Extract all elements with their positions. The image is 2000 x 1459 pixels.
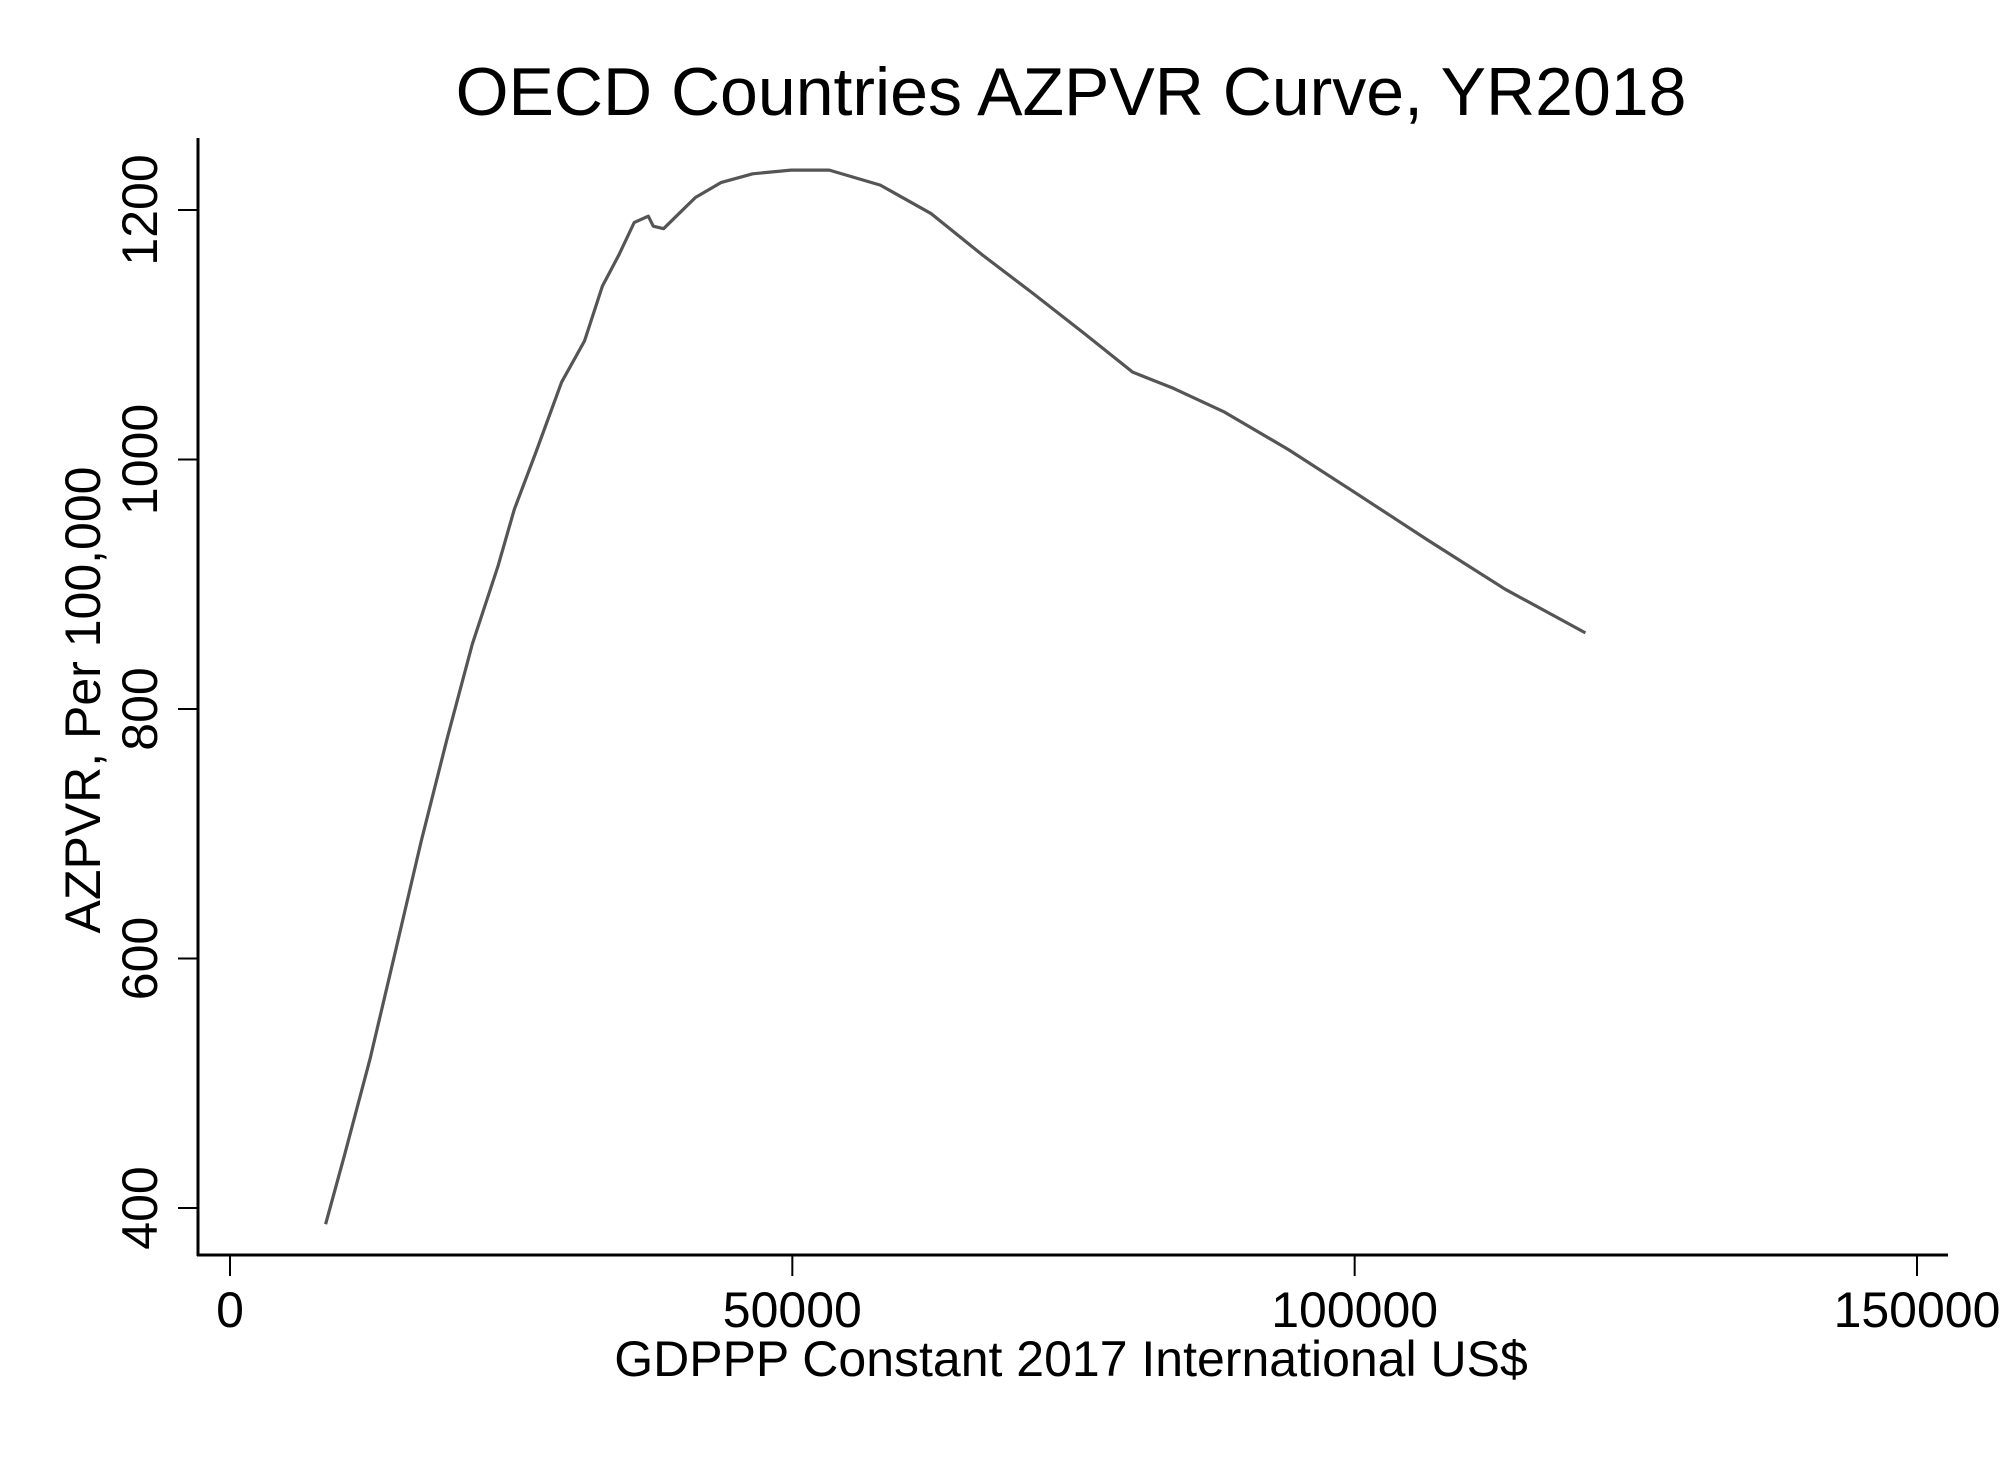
series-line bbox=[324, 168, 1587, 1225]
y-tick-label: 1000 bbox=[112, 404, 168, 515]
y-tick-label: 800 bbox=[112, 667, 168, 750]
y-tick-label: 600 bbox=[112, 917, 168, 1000]
x-tick-label: 0 bbox=[216, 1282, 244, 1338]
x-tick-label: 100000 bbox=[1271, 1282, 1438, 1338]
x-tick-label: 50000 bbox=[723, 1282, 862, 1338]
y-axis-label: AZPVR, Per 100,000 bbox=[55, 467, 111, 934]
x-axis-label: GDPPP Constant 2017 International US$ bbox=[614, 1331, 1528, 1387]
x-tick-label: 150000 bbox=[1834, 1282, 2000, 1338]
chart-title: OECD Countries AZPVR Curve, YR2018 bbox=[456, 54, 1687, 130]
y-tick-label: 1200 bbox=[112, 154, 168, 265]
y-tick-label: 400 bbox=[112, 1166, 168, 1249]
